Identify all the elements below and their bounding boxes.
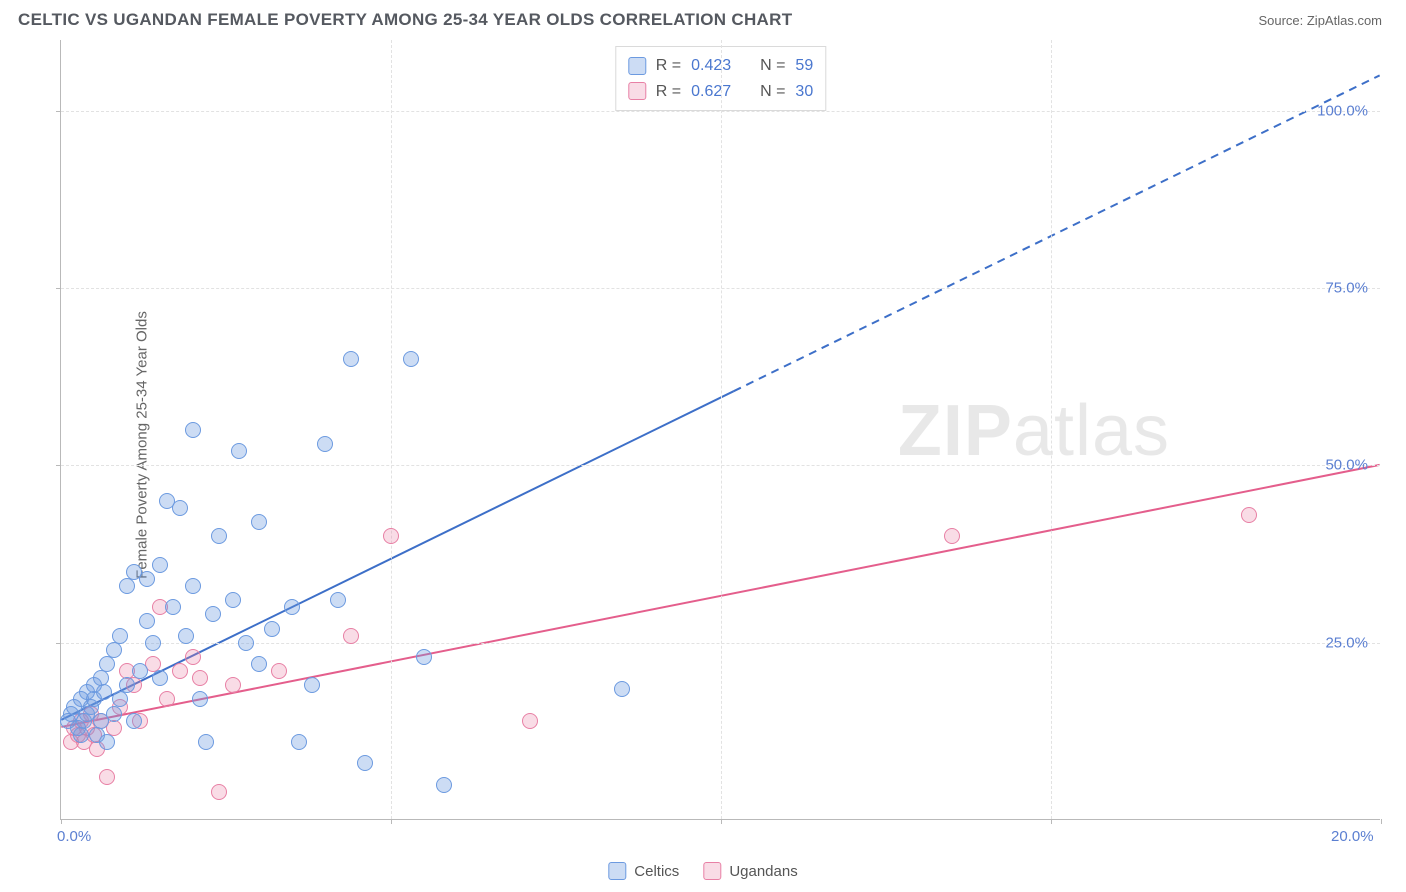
- data-point-celtics: [251, 656, 267, 672]
- y-tick-label: 100.0%: [1317, 102, 1368, 119]
- data-point-celtics: [119, 677, 135, 693]
- data-point-celtics: [205, 606, 221, 622]
- tick-x: [721, 819, 722, 824]
- data-point-celtics: [152, 670, 168, 686]
- tick-y: [56, 111, 61, 112]
- data-point-celtics: [99, 734, 115, 750]
- data-point-celtics: [132, 663, 148, 679]
- y-tick-label: 50.0%: [1325, 457, 1368, 474]
- tick-y: [56, 465, 61, 466]
- data-point-celtics: [119, 578, 135, 594]
- ugandans-n-value: 30: [795, 79, 813, 105]
- data-point-celtics: [251, 514, 267, 530]
- data-point-ugandans: [99, 769, 115, 785]
- data-point-celtics: [343, 351, 359, 367]
- data-point-celtics: [139, 613, 155, 629]
- data-point-celtics: [317, 436, 333, 452]
- data-point-ugandans: [225, 677, 241, 693]
- data-point-celtics: [291, 734, 307, 750]
- data-point-ugandans: [1241, 507, 1257, 523]
- data-point-celtics: [99, 656, 115, 672]
- ugandans-r-value: 0.627: [691, 79, 731, 105]
- n-label-2: N =: [760, 79, 785, 105]
- data-point-celtics: [139, 571, 155, 587]
- swatch-celtics-icon: [628, 57, 646, 75]
- tick-x: [1381, 819, 1382, 824]
- data-point-celtics: [436, 777, 452, 793]
- data-point-celtics: [231, 443, 247, 459]
- swatch-ugandans-icon: [628, 82, 646, 100]
- data-point-celtics: [238, 635, 254, 651]
- data-point-celtics: [185, 578, 201, 594]
- x-tick-label: 0.0%: [57, 828, 91, 845]
- data-point-ugandans: [211, 784, 227, 800]
- legend-ugandans: Ugandans: [703, 862, 797, 880]
- gridline-v: [391, 40, 392, 819]
- legend-celtics-label: Celtics: [634, 863, 679, 880]
- data-point-ugandans: [185, 649, 201, 665]
- chart-title: CELTIC VS UGANDAN FEMALE POVERTY AMONG 2…: [18, 10, 792, 30]
- legend-ugandans-label: Ugandans: [729, 863, 797, 880]
- data-point-celtics: [112, 628, 128, 644]
- data-point-celtics: [225, 592, 241, 608]
- data-point-celtics: [145, 635, 161, 651]
- data-point-celtics: [73, 727, 89, 743]
- tick-y: [56, 643, 61, 644]
- data-point-celtics: [284, 599, 300, 615]
- data-point-celtics: [112, 691, 128, 707]
- data-point-celtics: [106, 642, 122, 658]
- x-tick-label: 20.0%: [1331, 828, 1374, 845]
- scatter-plot: ZIPatlas R = 0.423 N = 59 R = 0.627 N = …: [60, 40, 1380, 820]
- legend-ugandans-icon: [703, 862, 721, 880]
- y-tick-label: 75.0%: [1325, 280, 1368, 297]
- data-point-celtics: [357, 755, 373, 771]
- y-tick-label: 25.0%: [1325, 634, 1368, 651]
- gridline-v: [1051, 40, 1052, 819]
- chart-area: Female Poverty Among 25-34 Year Olds ZIP…: [18, 40, 1388, 850]
- watermark: ZIPatlas: [898, 390, 1170, 472]
- tick-x: [61, 819, 62, 824]
- data-point-celtics: [106, 706, 122, 722]
- data-point-celtics: [152, 557, 168, 573]
- legend: Celtics Ugandans: [608, 862, 797, 880]
- gridline-v: [721, 40, 722, 819]
- data-point-celtics: [192, 691, 208, 707]
- celtics-n-value: 59: [795, 53, 813, 79]
- celtics-r-value: 0.423: [691, 53, 731, 79]
- source-label: Source: ZipAtlas.com: [1258, 13, 1382, 28]
- tick-y: [56, 288, 61, 289]
- legend-celtics: Celtics: [608, 862, 679, 880]
- data-point-ugandans: [271, 663, 287, 679]
- data-point-ugandans: [383, 528, 399, 544]
- data-point-celtics: [185, 422, 201, 438]
- data-point-celtics: [126, 713, 142, 729]
- data-point-celtics: [416, 649, 432, 665]
- n-label: N =: [760, 53, 785, 79]
- tick-x: [1051, 819, 1052, 824]
- data-point-ugandans: [159, 691, 175, 707]
- data-point-celtics: [264, 621, 280, 637]
- data-point-ugandans: [522, 713, 538, 729]
- data-point-celtics: [96, 684, 112, 700]
- r-label-2: R =: [656, 79, 681, 105]
- data-point-celtics: [172, 500, 188, 516]
- data-point-ugandans: [343, 628, 359, 644]
- data-point-celtics: [304, 677, 320, 693]
- data-point-celtics: [198, 734, 214, 750]
- data-point-celtics: [403, 351, 419, 367]
- data-point-celtics: [614, 681, 630, 697]
- tick-x: [391, 819, 392, 824]
- data-point-celtics: [211, 528, 227, 544]
- chart-header: CELTIC VS UGANDAN FEMALE POVERTY AMONG 2…: [0, 0, 1406, 34]
- data-point-celtics: [178, 628, 194, 644]
- data-point-celtics: [165, 599, 181, 615]
- legend-celtics-icon: [608, 862, 626, 880]
- r-label: R =: [656, 53, 681, 79]
- data-point-ugandans: [192, 670, 208, 686]
- data-point-ugandans: [944, 528, 960, 544]
- data-point-ugandans: [172, 663, 188, 679]
- data-point-celtics: [330, 592, 346, 608]
